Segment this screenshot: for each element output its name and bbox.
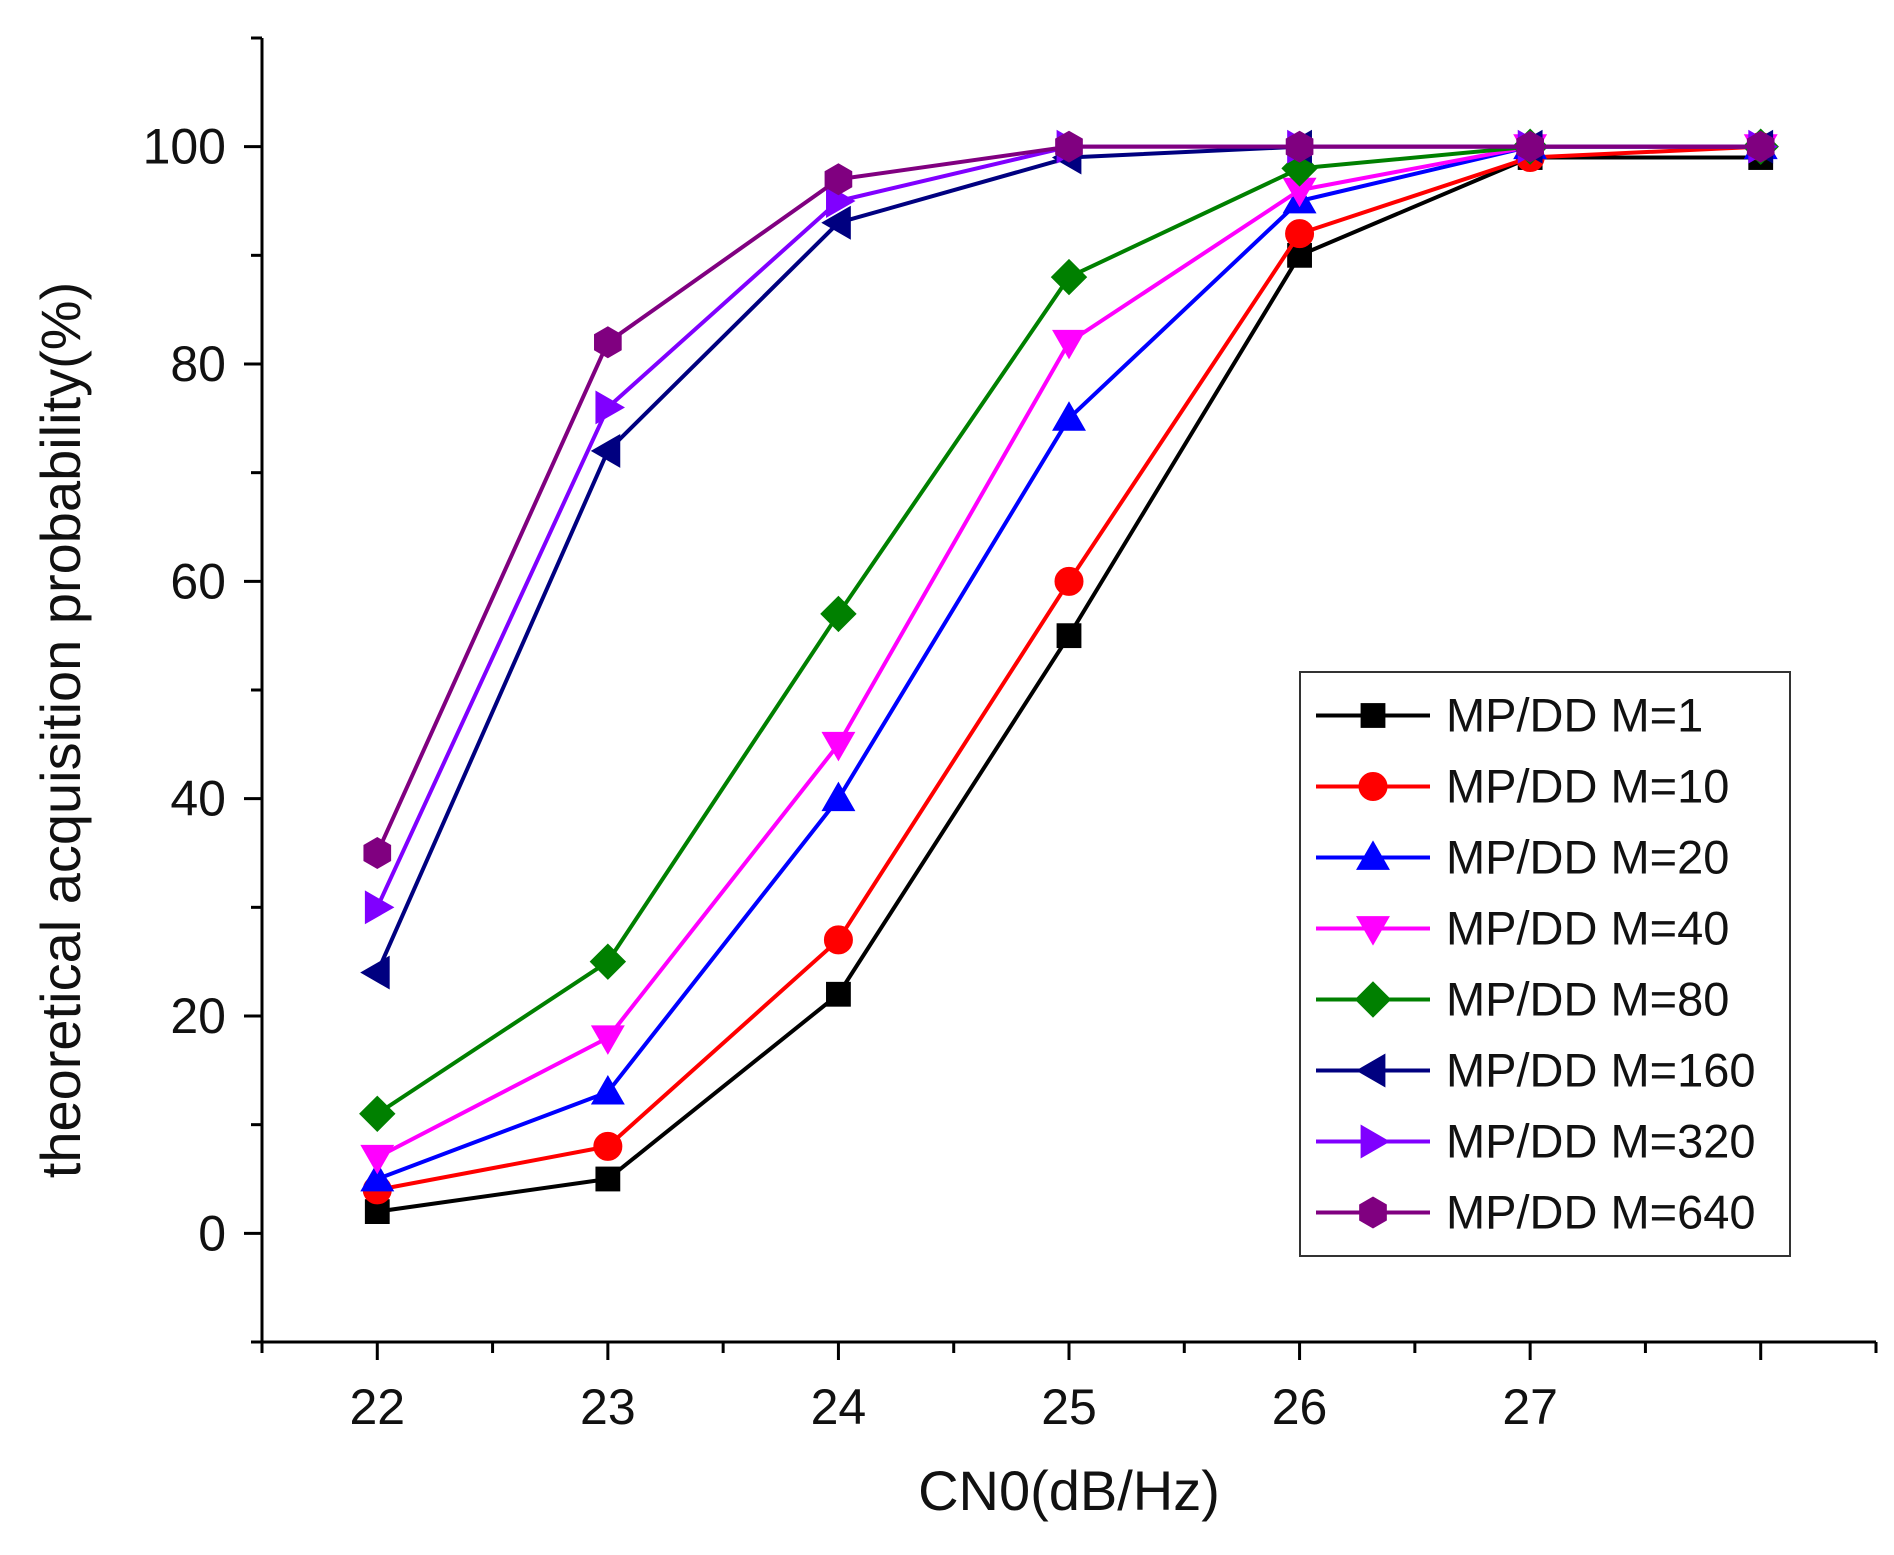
hexagon-marker: [1359, 1196, 1387, 1229]
series: [363, 130, 1775, 869]
legend-item: MP/DD M=160: [1316, 1044, 1756, 1097]
y-tick-label: 80: [170, 336, 226, 392]
legend-box: [1299, 671, 1791, 1257]
legend-label: MP/DD M=320: [1446, 1115, 1756, 1168]
triangle-down-marker: [1052, 329, 1086, 360]
triangle-right-marker: [595, 390, 625, 425]
y-tick-label: 100: [143, 119, 226, 175]
triangle-left-marker: [1355, 1053, 1386, 1088]
legend-label: MP/DD M=80: [1446, 973, 1729, 1026]
square-marker: [826, 981, 851, 1007]
y-tick-label: 0: [198, 1205, 226, 1261]
legend-label: MP/DD M=10: [1446, 760, 1729, 813]
hexagon-marker: [594, 326, 622, 359]
circle-marker: [1054, 566, 1084, 596]
diamond-marker: [359, 1095, 396, 1133]
hexagon-marker: [824, 163, 853, 196]
triangle-right-marker: [364, 890, 395, 925]
triangle-down-marker: [360, 1144, 395, 1175]
legend-item: MP/DD M=10: [1316, 760, 1729, 813]
legend-label: MP/DD M=640: [1446, 1186, 1756, 1239]
triangle-up-marker: [590, 1074, 625, 1105]
legend-label: MP/DD M=160: [1446, 1044, 1756, 1097]
y-tick-label: 40: [170, 771, 226, 827]
square-marker: [595, 1166, 621, 1192]
diamond-marker: [1050, 258, 1088, 296]
square-marker: [1056, 623, 1082, 649]
legend-item: MP/DD M=80: [1316, 973, 1729, 1026]
circle-marker: [1358, 772, 1388, 801]
hexagon-marker: [363, 837, 392, 869]
x-tick-label: 23: [580, 1379, 636, 1435]
triangle-up-marker: [1356, 840, 1390, 870]
diamond-marker: [589, 943, 627, 980]
x-tick-label: 22: [349, 1379, 405, 1435]
triangle-left-marker: [821, 205, 851, 240]
legend: MP/DD M=1 MP/DD M=10 MP/DD M=20 MP/DD M=40 M…: [1299, 671, 1791, 1257]
legend-item: MP/DD M=640: [1316, 1186, 1756, 1239]
diamond-marker: [820, 595, 857, 633]
triangle-up-marker: [1052, 401, 1086, 431]
triangle-down-marker: [1356, 916, 1390, 946]
legend-item: MP/DD M=20: [1316, 831, 1729, 884]
y-axis-title: theoretical acquisition probability(%): [29, 282, 92, 1178]
legend-item: MP/DD M=1: [1316, 689, 1703, 742]
hexagon-marker: [1746, 130, 1775, 163]
hexagon-marker: [1055, 130, 1083, 163]
triangle-up-marker: [821, 781, 856, 812]
triangle-up-marker: [360, 1161, 395, 1192]
x-tick-label: 27: [1502, 1379, 1558, 1435]
circle-marker: [823, 925, 853, 955]
x-axis-title: CN0(dB/Hz): [918, 1459, 1220, 1522]
x-tick-label: 25: [1041, 1379, 1097, 1435]
legend-label: MP/DD M=1: [1446, 689, 1703, 742]
legend-label: MP/DD M=40: [1446, 902, 1729, 955]
diamond-marker: [1354, 981, 1392, 1018]
circle-marker: [1285, 219, 1315, 249]
axes: 0 20 40 60 80 100 22 23 24 25 26 27: [143, 36, 1878, 1435]
y-tick-label: 20: [170, 988, 226, 1044]
square-marker: [1360, 703, 1386, 728]
legend-label: MP/DD M=20: [1446, 831, 1729, 884]
hexagon-marker: [1285, 130, 1314, 163]
triangle-down-marker: [590, 1025, 625, 1055]
y-tick-label: 60: [170, 553, 226, 609]
triangle-left-marker: [590, 433, 621, 468]
x-tick-label: 26: [1272, 1379, 1328, 1435]
triangle-down-marker: [821, 731, 856, 762]
hexagon-marker: [1516, 130, 1544, 163]
legend-item: MP/DD M=40: [1316, 902, 1729, 955]
circle-marker: [593, 1131, 623, 1161]
x-tick-label: 24: [811, 1379, 867, 1435]
triangle-left-marker: [360, 955, 390, 990]
plot-area: [359, 128, 1779, 1224]
legend-item: MP/DD M=320: [1316, 1115, 1756, 1168]
triangle-right-marker: [1360, 1124, 1391, 1159]
